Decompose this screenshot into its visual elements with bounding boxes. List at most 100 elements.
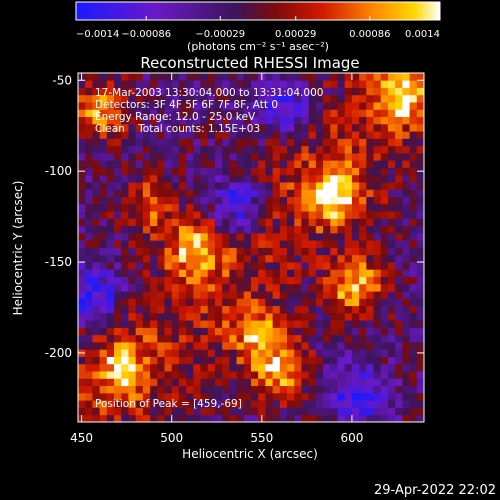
- heatmap-cell: [395, 320, 403, 328]
- heatmap-cell: [416, 400, 424, 408]
- heatmap-cell: [142, 232, 151, 241]
- heatmap-cell: [279, 167, 288, 176]
- heatmap-cell: [395, 94, 403, 103]
- heatmap-cell: [416, 87, 424, 96]
- heatmap-cell: [236, 349, 245, 357]
- heatmap-cell: [85, 356, 93, 365]
- heatmap-cell: [337, 327, 346, 336]
- heatmap-cell: [150, 174, 158, 183]
- heatmap-cell: [351, 320, 360, 328]
- heatmap-cell: [279, 182, 288, 190]
- heatmap-cell: [142, 87, 151, 96]
- heatmap-cell: [99, 225, 108, 234]
- heatmap-cell: [294, 298, 302, 307]
- heatmap-cell: [99, 320, 108, 328]
- heatmap-cell: [200, 320, 209, 328]
- heatmap-cell: [315, 414, 324, 422]
- heatmap-cell: [135, 262, 144, 270]
- heatmap-cell: [207, 167, 216, 176]
- heatmap-cell: [186, 269, 194, 277]
- heatmap-cell: [251, 247, 259, 256]
- heatmap-cell: [301, 87, 310, 96]
- heatmap-cell: [279, 349, 288, 357]
- heatmap-cell: [272, 363, 281, 372]
- heatmap-cell: [229, 305, 237, 314]
- heatmap-cell: [243, 320, 252, 328]
- heatmap-cell: [78, 196, 86, 205]
- heatmap-cell: [243, 123, 252, 132]
- heatmap-cell: [272, 102, 281, 110]
- heatmap-cell: [142, 182, 151, 190]
- heatmap-cell: [265, 211, 274, 219]
- heatmap-cell: [265, 269, 274, 277]
- heatmap-cell: [402, 87, 410, 96]
- heatmap-cell: [186, 254, 194, 263]
- y-tick-label: -150: [45, 255, 72, 269]
- heatmap-cell: [186, 123, 194, 132]
- heatmap-cell: [279, 123, 288, 132]
- heatmap-cell: [373, 174, 382, 183]
- heatmap-cell: [272, 123, 281, 132]
- heatmap-cell: [330, 131, 338, 139]
- heatmap-cell: [121, 109, 129, 118]
- heatmap-cell: [128, 123, 137, 132]
- heatmap-cell: [207, 211, 216, 219]
- heatmap-cell: [395, 196, 403, 205]
- heatmap-cell: [106, 225, 115, 234]
- heatmap-cell: [128, 378, 137, 387]
- heatmap-cell: [402, 138, 410, 147]
- heatmap-cell: [351, 123, 360, 132]
- heatmap-cell: [301, 211, 310, 219]
- heatmap-cell: [78, 87, 86, 96]
- heatmap-cell: [114, 305, 122, 314]
- heatmap-cell: [200, 356, 209, 365]
- heatmap-cell: [366, 116, 374, 125]
- heatmap-cell: [193, 414, 201, 422]
- heatmap-cell: [106, 94, 115, 103]
- heatmap-cell: [142, 262, 151, 270]
- heatmap-cell: [272, 305, 281, 314]
- heatmap-cell: [287, 145, 295, 154]
- heatmap-cell: [99, 109, 108, 118]
- heatmap-cell: [106, 312, 115, 321]
- heatmap-cell: [387, 298, 396, 307]
- heatmap-cell: [128, 240, 137, 248]
- heatmap-cell: [243, 160, 252, 168]
- heatmap-cell: [409, 240, 418, 248]
- heatmap-cell: [193, 225, 201, 234]
- heatmap-cell: [243, 80, 252, 88]
- heatmap-cell: [323, 87, 331, 96]
- heatmap-cell: [229, 342, 237, 350]
- heatmap-cell: [315, 269, 324, 277]
- heatmap-cell: [171, 356, 180, 365]
- heatmap-cell: [308, 298, 317, 307]
- heatmap-cell: [178, 254, 187, 263]
- heatmap-cell: [171, 189, 180, 197]
- heatmap-cell: [164, 342, 173, 350]
- heatmap-cell: [243, 94, 252, 103]
- heatmap-cell: [287, 392, 295, 401]
- heatmap-cell: [142, 109, 151, 118]
- heatmap-cell: [344, 131, 353, 139]
- heatmap-cell: [193, 174, 201, 183]
- heatmap-cell: [178, 116, 187, 125]
- heatmap-cell: [85, 298, 93, 307]
- heatmap-cell: [287, 109, 295, 118]
- heatmap-cell: [222, 371, 230, 379]
- heatmap-cell: [157, 232, 165, 241]
- heatmap-cell: [200, 407, 209, 416]
- heatmap-cell: [128, 269, 137, 277]
- heatmap-cell: [344, 262, 353, 270]
- heatmap-cell: [150, 211, 158, 219]
- heatmap-cell: [164, 189, 173, 197]
- heatmap-cell: [171, 276, 180, 285]
- heatmap-cell: [409, 232, 418, 241]
- heatmap-cell: [308, 138, 317, 147]
- heatmap-cell: [214, 73, 223, 81]
- heatmap-cell: [315, 73, 324, 81]
- heatmap-cell: [337, 203, 346, 212]
- heatmap-cell: [308, 305, 317, 314]
- heatmap-cell: [114, 247, 122, 256]
- heatmap-cell: [222, 87, 230, 96]
